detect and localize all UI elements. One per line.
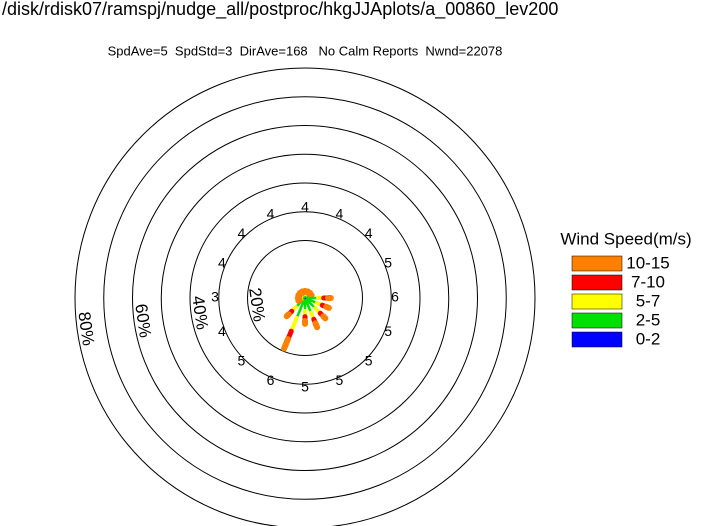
petal-segment [304,297,317,310]
legend-swatch [571,255,623,272]
direction-speed-label: 5 [384,254,392,270]
grid-circle [160,153,450,443]
legend-label: 7-10 [631,272,665,291]
petal-segment [281,336,291,352]
legend-label: 0-2 [636,329,661,348]
direction-speed-label: 4 [237,225,245,241]
direction-speed-label: 6 [267,372,275,388]
r-tick-label: 80% [74,311,98,347]
direction-speed-label: 4 [365,225,373,241]
direction-speed-label: 4 [267,206,275,222]
r-tick-label: 40% [188,295,212,331]
legend-label: 2-5 [636,310,661,329]
r-tick-label: 20% [245,287,269,323]
legend-label: 10-15 [626,253,669,272]
petal-segment [304,298,313,314]
chart-title: /disk/rdisk07/ramspj/nudge_all/postproc/… [2,0,558,20]
direction-speed-label: 5 [336,372,344,388]
legend-title: Wind Speed(m/s) [560,229,691,248]
direction-speed-label: 5 [384,323,392,339]
direction-speed-label: 3 [211,289,219,305]
direction-speed-label: 4 [218,323,226,339]
r-tick-label: 60% [131,303,155,339]
grid-circle [132,125,478,471]
direction-speed-label: 4 [301,199,309,215]
legend-swatch [571,293,623,310]
direction-speed-label: 5 [365,352,373,368]
petal-segment [320,313,329,322]
petal-segment [295,298,306,320]
grid-circle [189,182,421,414]
direction-speed-label: 4 [336,206,344,222]
direction-speed-label: 5 [237,352,245,368]
grid-circle [218,211,392,385]
direction-speed-label: 4 [218,254,226,270]
petal-segment [312,320,321,331]
grid-circle [247,240,363,356]
direction-speed-label: 5 [301,379,309,395]
legend-swatch [571,312,623,329]
direction-speed-label: 6 [391,289,399,305]
grid-circle [74,67,536,526]
petal-segment [323,303,332,311]
legend-swatch [571,331,623,348]
legend-swatch [571,274,623,291]
petal-segment [283,311,292,320]
chart-subtitle: SpdAve=5 SpdStd=3 DirAve=168 No Calm Rep… [108,43,503,58]
grid-circle [103,96,507,500]
legend-label: 5-7 [636,291,661,310]
